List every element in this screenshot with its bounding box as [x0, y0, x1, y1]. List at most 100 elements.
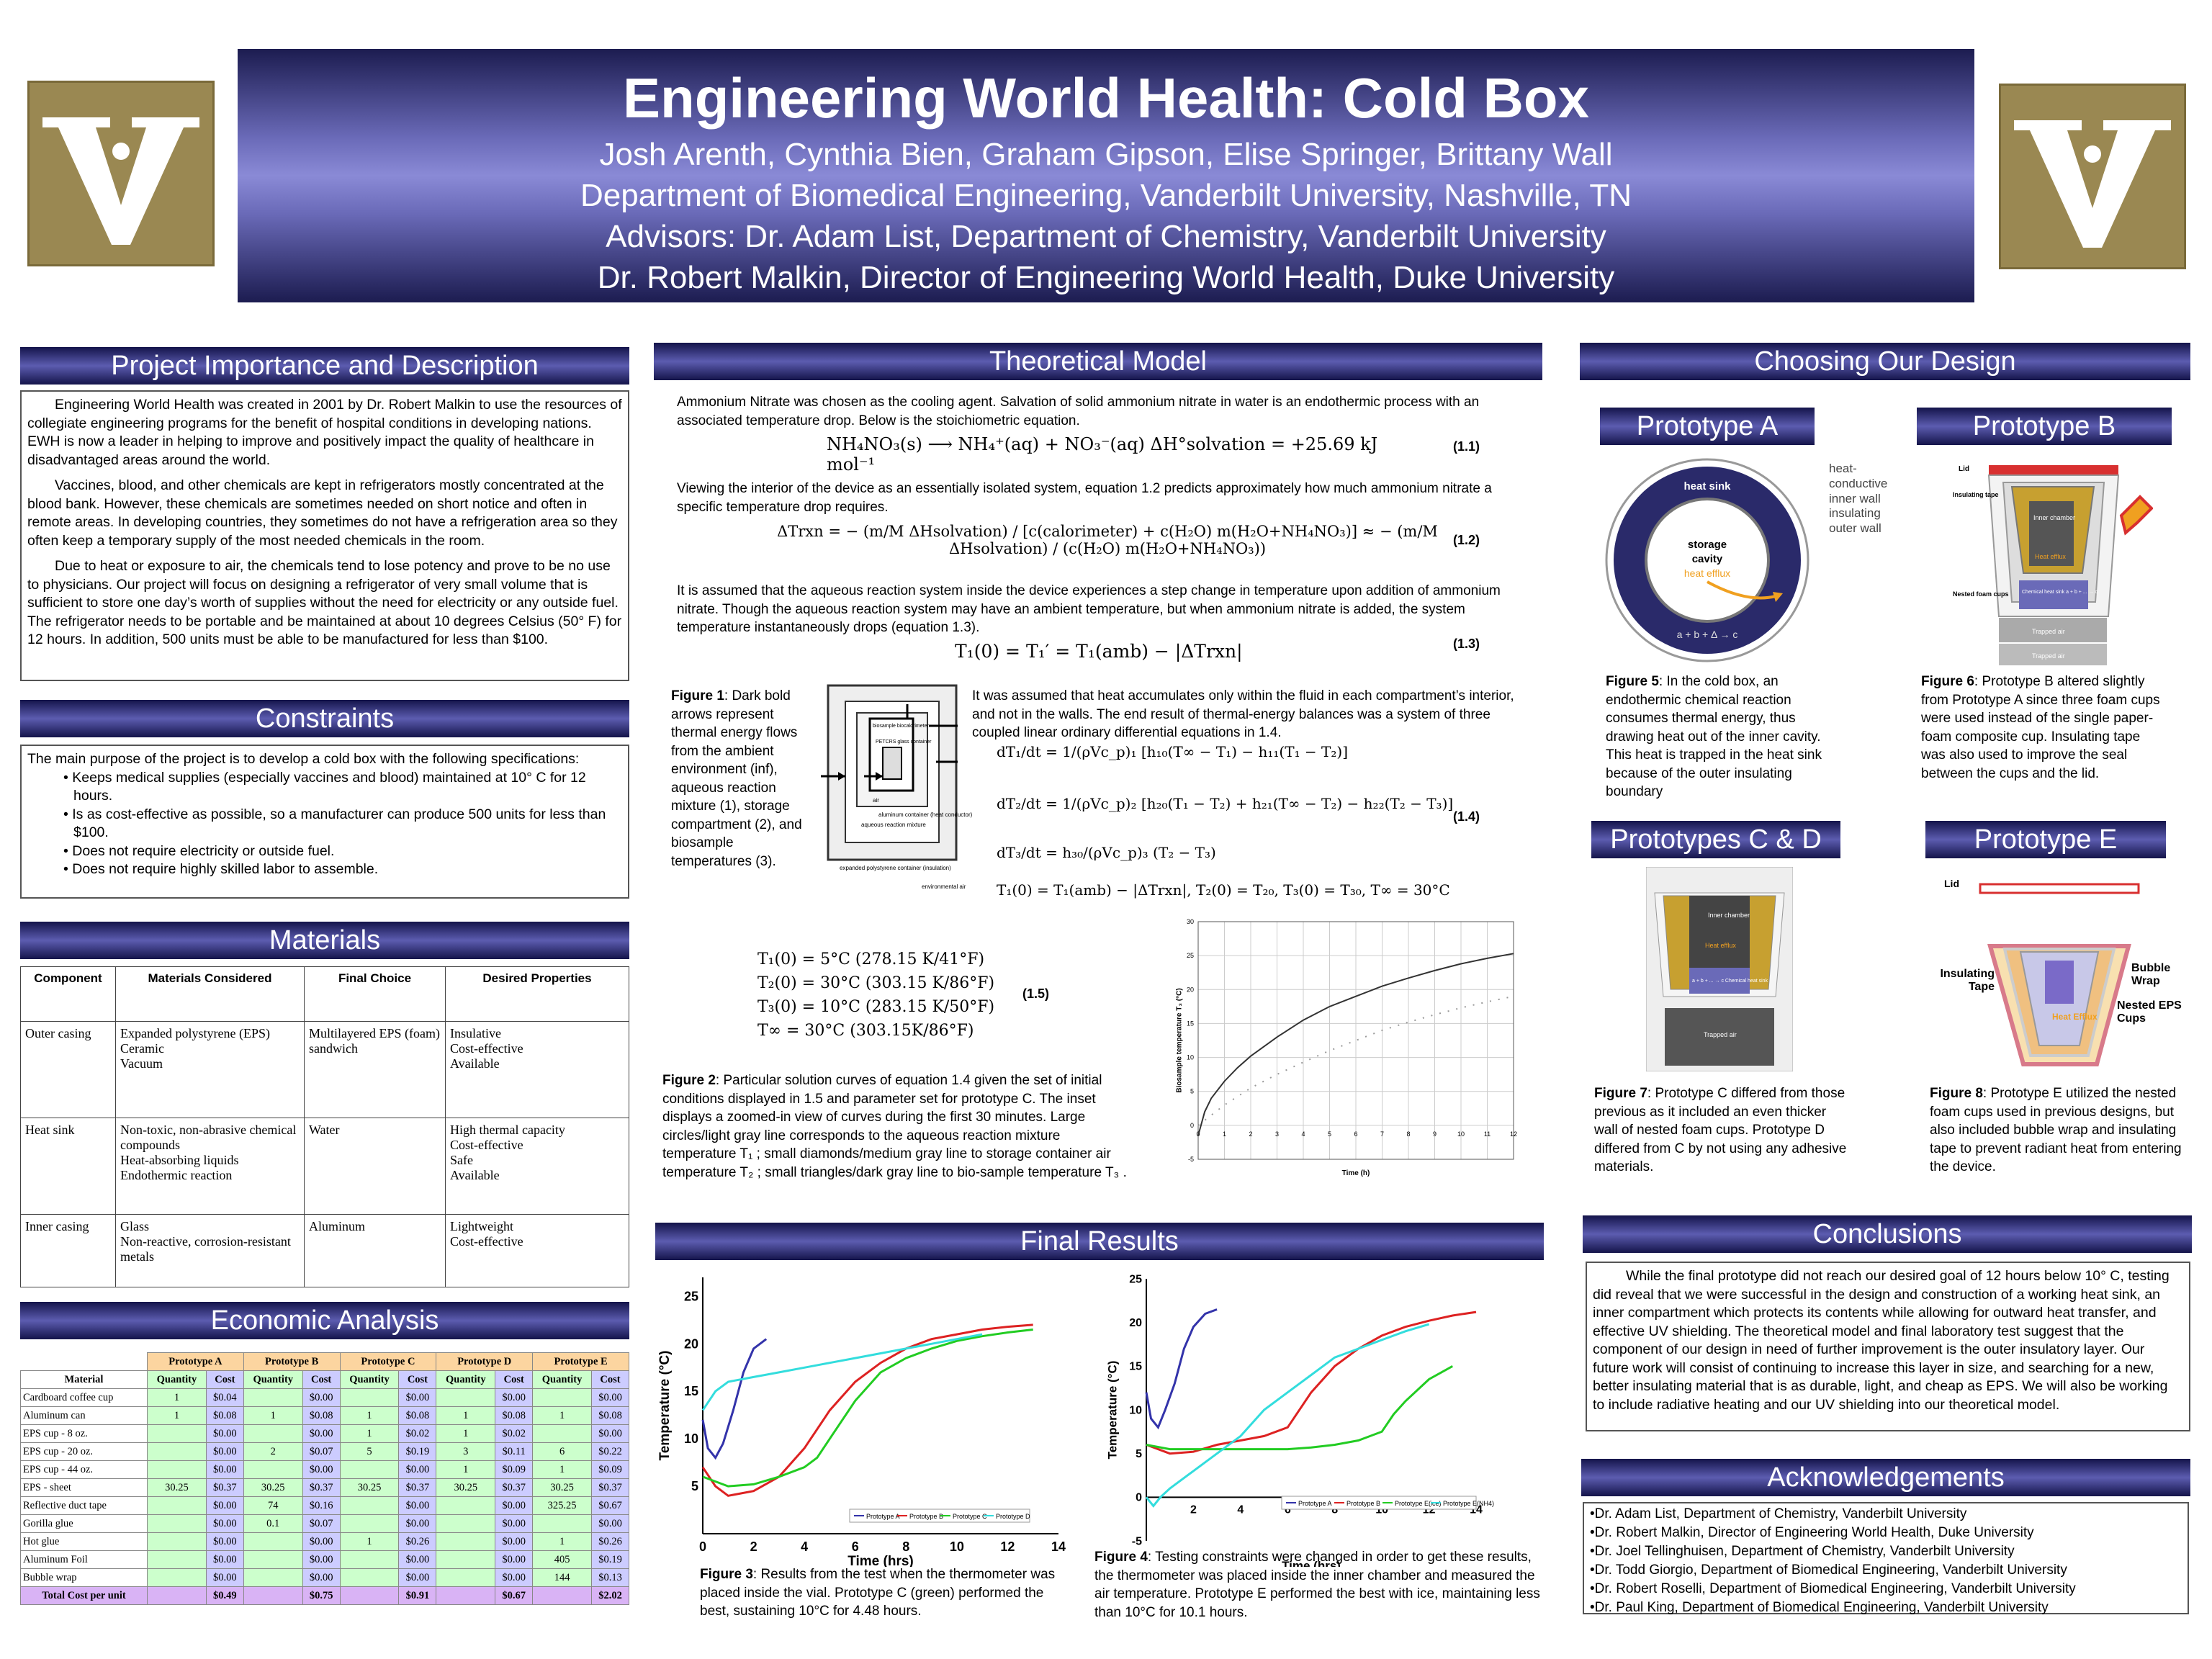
quantity-cell [147, 1442, 207, 1461]
ack-item: •Dr. Robert Malkin, Director of Engineer… [1590, 1525, 2034, 1540]
figure-3-caption: Figure 3: Results from the test when the… [700, 1565, 1074, 1621]
x-tick-label: 4 [1301, 1130, 1305, 1138]
figure-1-caption: Figure 1: Dark bold arrows represent the… [671, 687, 812, 871]
quantity-cell: 1 [339, 1532, 400, 1551]
cost-cell: $0.00 [398, 1388, 437, 1407]
cost-cell: $0.00 [205, 1532, 244, 1551]
cost-cell: $0.11 [495, 1442, 534, 1461]
cost-cell: $0.00 [205, 1496, 244, 1515]
cost-header: Cost [591, 1370, 629, 1389]
figure-7-caption: Figure 7: Prototype C differed from thos… [1594, 1084, 1853, 1177]
cell: Aluminum [304, 1214, 446, 1287]
quantity-cell [339, 1550, 400, 1569]
cost-cell: $0.07 [302, 1514, 341, 1533]
equation-1-3: T₁(0) = T₁′ = T₁(amb) − |ΔTrxn| [955, 641, 1243, 662]
quantity-cell: 30.25 [436, 1478, 496, 1497]
quantity-cell: 1 [243, 1406, 303, 1425]
table-row: EPS cup - 20 oz. $0.00 2 $0.07 5 $0.19 3 $0.11 6… [20, 1442, 629, 1461]
storage-label: storage [1688, 539, 1727, 551]
quantity-cell [436, 1496, 496, 1515]
quantity-cell: 1 [339, 1406, 400, 1425]
cost-cell: $0.00 [302, 1568, 341, 1587]
total-b: $0.75 [302, 1586, 341, 1605]
tape-label: Insulating tape [1953, 491, 1999, 498]
quantity-cell: 1 [532, 1460, 593, 1479]
fig-text: : Prototype B altered slightly from Prot… [1921, 674, 2160, 781]
eq-number: (1.1) [1453, 439, 1480, 454]
cost-cell: $0.00 [398, 1568, 437, 1587]
quantity-header: Quantity [436, 1370, 496, 1389]
series-line [1145, 1323, 1430, 1508]
quantity-cell [532, 1514, 593, 1533]
efflux-label: Heat efflux [1705, 942, 1736, 949]
series-line [701, 1333, 983, 1411]
cost-cell: $0.02 [495, 1424, 534, 1443]
quantity-cell [243, 1388, 303, 1407]
poster-title: Engineering World Health: Cold Box [623, 66, 1589, 130]
quantity-cell: 325.25 [532, 1496, 593, 1515]
x-tick-label: 4 [1237, 1503, 1244, 1516]
cost-cell: $0.00 [398, 1514, 437, 1533]
fig-label: Figure 1 [671, 688, 724, 703]
quantity-cell: 144 [532, 1568, 593, 1587]
cost-cell: $0.09 [591, 1460, 629, 1479]
prototype-a-diagram: heat sink storage cavity heat efflux a +… [1603, 452, 1840, 668]
x-tick-label: 12 [1000, 1539, 1015, 1554]
x-tick-label: 6 [1354, 1130, 1357, 1138]
inner-label: Inner chamber [2033, 514, 2075, 521]
y-tick-label: 15 [1129, 1361, 1142, 1373]
project-p1: Engineering World Health was created in … [27, 397, 622, 468]
ack-item: •Dr. Robert Roselli, Department of Biome… [1590, 1581, 2076, 1596]
quantity-cell [147, 1550, 207, 1569]
material-cell: EPS cup - 44 oz. [20, 1460, 148, 1479]
prototype-e-diagram: Heat Efflux Lid [1944, 874, 2189, 1069]
y-tick-label: 30 [1187, 918, 1194, 925]
quantity-header: Quantity [339, 1370, 400, 1389]
cost-cell: $0.00 [205, 1424, 244, 1443]
nested-label: Nested EPS Cups [2117, 999, 2182, 1025]
x-tick-label: 8 [1331, 1503, 1338, 1516]
table-row: EPS - sheet 30.25 $0.37 30.25 $0.37 30.25 $0.3… [20, 1478, 629, 1497]
acknowledgements-box: •Dr. Adam List, Department of Chemistry,… [1583, 1502, 2189, 1615]
cost-cell: $0.00 [302, 1532, 341, 1551]
fig-label: Figure 6 [1921, 674, 1974, 689]
cost-cell: $0.37 [302, 1478, 341, 1497]
quantity-cell: 1 [532, 1532, 593, 1551]
vanderbilt-logo-right [1999, 84, 2186, 269]
figure-8-caption: Figure 8: Prototype E utilized the neste… [1930, 1084, 2190, 1177]
reaction-label: a + b + Δ → c [1677, 629, 1738, 640]
cost-cell: $0.08 [591, 1406, 629, 1425]
sink-label: Chemical heat sink a + b + ... → c [2022, 590, 2098, 595]
cost-cell: $0.00 [205, 1442, 244, 1461]
project-p2: Vaccines, blood, and other chemicals are… [27, 477, 618, 549]
quantity-cell [147, 1532, 207, 1551]
cost-cell: $0.00 [398, 1496, 437, 1515]
y-tick-label: 5 [1136, 1448, 1142, 1460]
legend-label: Prototype A [1298, 1500, 1332, 1507]
proto-header: Prototype E [532, 1352, 629, 1371]
legend-label: Prototype E(NH4) [1443, 1500, 1494, 1507]
series-line [1146, 1364, 1454, 1451]
total-label: Total Cost per unit [20, 1586, 148, 1605]
theory-p4: It was assumed that heat accumulates onl… [972, 688, 1514, 740]
quantity-header: Quantity [532, 1370, 593, 1389]
initial-conditions: T₁(0) = 5°C (278.15 K/41°F) T₂(0) = 30°C… [757, 948, 994, 1043]
advisor-2: Dr. Robert Malkin, Director of Engineeri… [597, 260, 1615, 295]
cell: Glass Non-reactive, corrosion-resistant … [115, 1214, 305, 1287]
sink-label: a + b + ... → c Chemical heat sink [1692, 979, 1768, 984]
acknowledgements-title: Acknowledgements [1581, 1459, 2190, 1496]
eq-number: (1.2) [1453, 533, 1480, 547]
y-tick-label: 20 [684, 1336, 698, 1351]
cost-cell: $0.16 [302, 1496, 341, 1515]
y-axis-label: Temperature (°C) [657, 1351, 673, 1461]
prototype-cd-diagram: Inner chamber Heat efflux a + b + ... → … [1645, 866, 1794, 1072]
quantity-header: Quantity [243, 1370, 303, 1389]
quantity-cell: 1 [147, 1388, 207, 1407]
cost-cell: $0.02 [398, 1424, 437, 1443]
efflux-label: Heat Efflux [2052, 1012, 2098, 1022]
cost-cell: $0.00 [205, 1568, 244, 1587]
eq-number: (1.3) [1453, 637, 1480, 651]
quantity-cell [339, 1460, 400, 1479]
theory-p3: It is assumed that the aqueous reaction … [677, 583, 1501, 635]
cost-cell: $0.09 [495, 1460, 534, 1479]
